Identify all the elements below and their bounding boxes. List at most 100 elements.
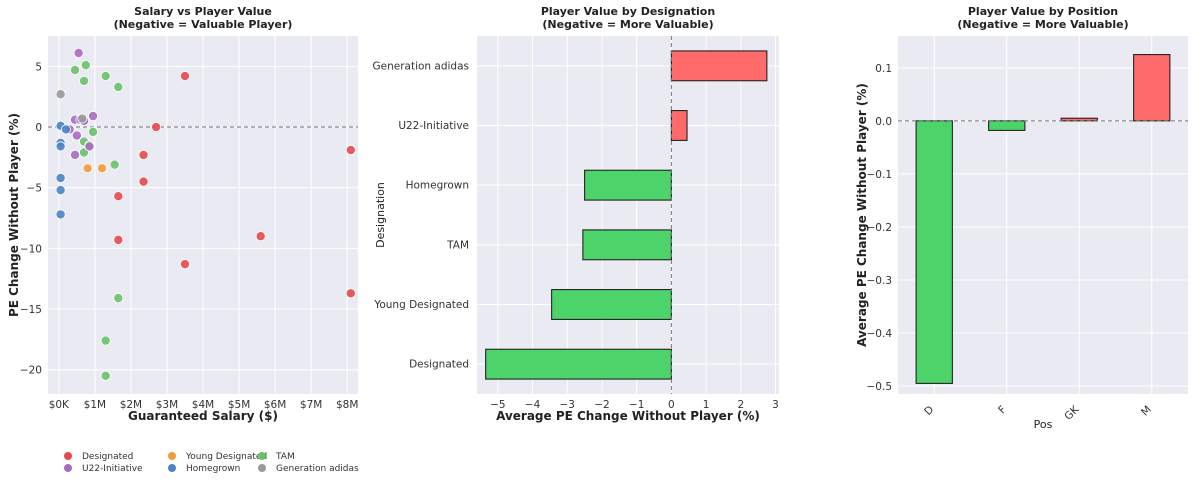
x-tick-label: 3 [772, 399, 779, 411]
y-tick-label: Designated [409, 359, 469, 371]
scatter-point [179, 259, 190, 270]
y-tick-label: Young Designated [373, 299, 469, 311]
legend-entry: Designated [82, 452, 133, 462]
scatter-point [88, 111, 99, 122]
designation-bar-panel: −5 −4 −3 −2 −1 0 1 2 3 Generation adidas U22-Initi… [373, 5, 779, 423]
scatter-point [80, 60, 91, 71]
y-tick-label: −0.2 [867, 222, 893, 234]
y-tick-label: −10 [20, 243, 42, 255]
legend-entry: Young Designated [185, 452, 267, 462]
scatter-point [113, 191, 124, 202]
y-tick-label: −5 [27, 183, 42, 195]
y-tick-label: −0.4 [867, 328, 893, 340]
x-tick-label: $0K [49, 399, 70, 411]
y-tick-label: −15 [20, 304, 42, 316]
scatter-point [100, 370, 111, 381]
scatter-point [151, 122, 162, 133]
x-tick-label: $2M [120, 399, 142, 411]
scatter-point [113, 81, 124, 92]
x-tick-label: −3 [560, 399, 575, 411]
x-tick-label: 1 [703, 399, 710, 411]
scatter-point [100, 71, 111, 82]
x-tick-label: F [996, 404, 1009, 417]
x-axis-label: Pos [1034, 418, 1053, 431]
plot-area [477, 36, 779, 394]
x-tick-label: 0 [668, 399, 675, 411]
x-tick-label: $5M [228, 399, 250, 411]
y-axis-label: Average PE Change Without Player (%) [855, 83, 869, 347]
scatter-point [61, 124, 72, 135]
bar [1060, 117, 1098, 122]
scatter-point [77, 113, 88, 124]
x-tick-label: $3M [156, 399, 178, 411]
x-axis-label: Average PE Change Without Player (%) [496, 409, 760, 423]
scatter-point [55, 141, 66, 152]
scatter-point [55, 172, 66, 183]
y-tick-label: −0.3 [867, 275, 893, 287]
scatter-point [55, 185, 66, 196]
y-tick-label: 0.0 [875, 116, 892, 128]
y-tick-label: Homegrown [406, 180, 469, 192]
scatter-point [71, 130, 82, 141]
x-tick-label: $7M [300, 399, 322, 411]
y-tick-label: 0.1 [875, 63, 892, 75]
x-tick-label: D [922, 404, 936, 418]
legend-marker [168, 452, 176, 460]
y-tick-label: Generation adidas [373, 60, 470, 72]
bar [1133, 54, 1171, 122]
scatter-point [109, 159, 120, 170]
scatter-point [70, 149, 81, 160]
x-tick-label: −5 [490, 399, 505, 411]
x-tick-label: $8M [336, 399, 358, 411]
x-tick-label: −1 [629, 399, 644, 411]
y-tick-label: U22-Initiative [398, 120, 469, 132]
scatter-point [113, 293, 124, 304]
chart-subtitle: (Negative = More Valuable) [957, 18, 1128, 31]
x-tick-label: $1M [84, 399, 106, 411]
legend-entry: TAM [275, 452, 295, 462]
scatter-point [88, 126, 99, 137]
scatter-point [345, 288, 356, 299]
scatter-point [82, 163, 93, 174]
legend-entry: U22-Initiative [82, 464, 143, 474]
y-axis-label: PE Change Without Player (%) [7, 113, 21, 317]
scatter-point [97, 163, 108, 174]
bar [485, 348, 672, 380]
scatter-point [70, 64, 81, 75]
legend-marker [258, 464, 266, 472]
legend-entry: Generation adidas [276, 464, 359, 474]
scatter-point [345, 145, 356, 156]
bar [584, 169, 672, 201]
position-bar-panel: 0.1 0.0 −0.1 −0.2 −0.3 −0.4 −0.5 D F GK M Player Va… [855, 5, 1188, 431]
scatter-point [55, 89, 66, 100]
y-tick-label: −0.5 [867, 381, 893, 393]
x-tick-label: M [1139, 404, 1154, 419]
x-tick-label: −2 [594, 399, 609, 411]
chart-title: Player Value by Designation [541, 5, 715, 18]
y-tick-label: −0.1 [867, 169, 893, 181]
scatter-panel: $0K $1M $2M $3M $4M $5M $6M $7M $8M 5 0 −5 −10 −15 −20… [7, 5, 359, 474]
legend-marker [64, 452, 72, 460]
bar [670, 110, 688, 141]
x-tick-label: $4M [192, 399, 214, 411]
legend-marker [168, 464, 176, 472]
scatter-point [255, 231, 266, 242]
x-tick-label: 2 [737, 399, 744, 411]
y-tick-label: 5 [35, 61, 42, 73]
x-tick-label: −4 [525, 399, 541, 411]
scatter-point [100, 335, 111, 346]
bar [551, 289, 672, 320]
scatter-point [55, 209, 66, 220]
scatter-point [73, 47, 84, 58]
x-tick-label: $6M [264, 399, 286, 411]
legend-marker [64, 464, 72, 472]
scatter-point [79, 75, 90, 86]
legend-marker [258, 452, 266, 460]
scatter-point [138, 176, 149, 187]
x-tick-label: GK [1062, 403, 1082, 423]
legend-entry: Homegrown [186, 464, 240, 474]
x-axis-label: Guaranteed Salary ($) [128, 409, 278, 423]
scatter-point [84, 141, 95, 152]
chart-subtitle: (Negative = More Valuable) [542, 18, 713, 31]
